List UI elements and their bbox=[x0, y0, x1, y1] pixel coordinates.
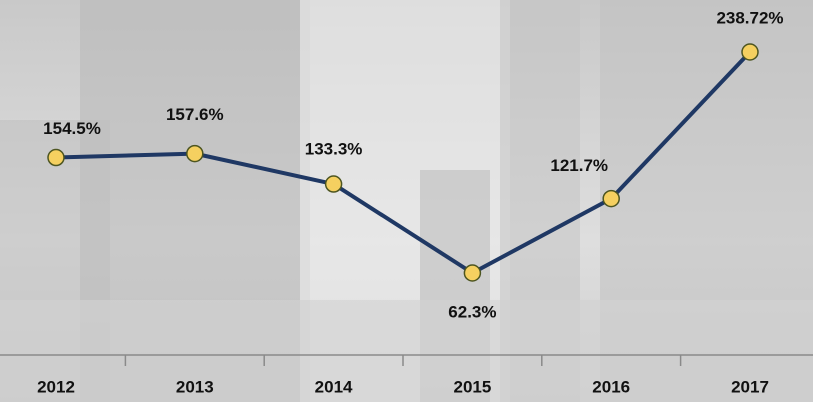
x-tick-label: 2013 bbox=[176, 377, 214, 396]
line bbox=[55, 50, 752, 275]
data-label: 62.3% bbox=[448, 302, 496, 321]
data-label: 121.7% bbox=[550, 156, 608, 175]
data-label: 157.6% bbox=[166, 105, 224, 124]
data-label: 154.5% bbox=[43, 119, 101, 138]
data-label: 133.3% bbox=[305, 140, 363, 159]
x-tick-label: 2012 bbox=[37, 377, 75, 396]
x-tick-label: 2017 bbox=[731, 377, 769, 396]
x-tick-label: 2014 bbox=[315, 377, 353, 396]
marker bbox=[463, 264, 482, 282]
marker bbox=[47, 148, 65, 167]
x-tick-label: 2015 bbox=[453, 377, 491, 396]
marker bbox=[324, 175, 343, 193]
x-tick-label: 2016 bbox=[592, 377, 630, 396]
marker bbox=[186, 144, 204, 163]
marker bbox=[741, 43, 759, 61]
marker bbox=[602, 189, 620, 208]
data-label: 238.72% bbox=[716, 8, 783, 27]
